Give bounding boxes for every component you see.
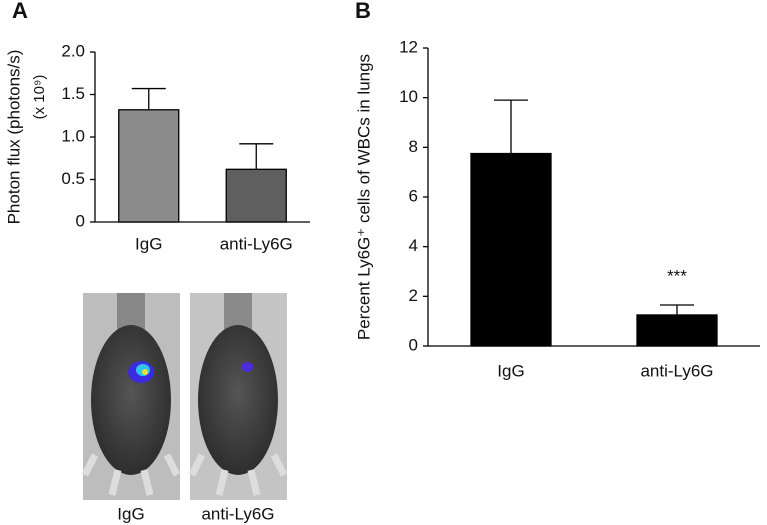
y-axis-label: (x 10⁹) [31, 75, 48, 120]
y-axis-label: Photon flux (photons/s) [4, 50, 23, 225]
y-tick-label: 1.5 [61, 84, 85, 103]
significance-label: *** [667, 267, 687, 286]
bar [225, 168, 287, 223]
y-tick-label: 8 [409, 137, 418, 156]
panel-letter: B [355, 0, 371, 23]
y-tick-label: 0 [409, 335, 418, 354]
y-tick-label: 6 [409, 186, 418, 205]
bar [118, 109, 180, 223]
y-axis-label: Percent Ly6G⁺ cells of WBCs in lungs [354, 54, 373, 340]
bar [636, 314, 718, 347]
x-tick-label: anti-Ly6G [220, 234, 293, 253]
bar [470, 152, 552, 347]
x-tick-label: anti-Ly6G [640, 361, 713, 380]
y-tick-label: 12 [399, 37, 418, 56]
x-tick-label: IgG [135, 234, 162, 253]
y-tick-label: 4 [409, 236, 418, 255]
mouse-image-anti-ly6g [188, 293, 288, 500]
y-tick-label: 2 [409, 286, 418, 305]
y-tick-label: 0 [76, 211, 85, 230]
image-label: IgG [117, 504, 144, 523]
image-label: anti-Ly6G [201, 504, 274, 523]
y-tick-label: 1.0 [61, 126, 85, 145]
mouse-image-igg [81, 293, 181, 500]
y-tick-label: 0.5 [61, 169, 85, 188]
y-tick-label: 10 [399, 87, 418, 106]
y-tick-label: 2.0 [61, 41, 85, 60]
x-tick-label: IgG [497, 361, 524, 380]
panel-letter: A [12, 0, 28, 23]
